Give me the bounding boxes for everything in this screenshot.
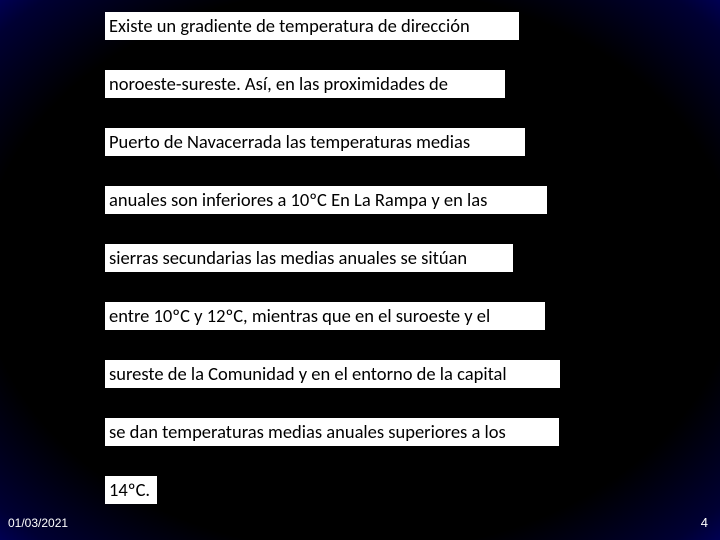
- slide-line-8: se dan temperaturas medias anuales super…: [105, 418, 559, 446]
- slide-line-2: noroeste-sureste. Así, en las proximidad…: [105, 70, 505, 98]
- slide-line-5: sierras secundarias las medias anuales s…: [105, 244, 513, 272]
- footer-date: 01/03/2021: [8, 516, 68, 530]
- slide-line-1: Existe un gradiente de temperatura de di…: [105, 12, 519, 40]
- slide-line-3: Puerto de Navacerrada las temperaturas m…: [105, 128, 525, 156]
- slide-line-4: anuales son inferiores a 10ºC En La Ramp…: [105, 186, 547, 214]
- footer-page-number: 4: [701, 515, 708, 530]
- slide-line-6: entre 10ºC y 12ºC, mientras que en el su…: [105, 302, 545, 330]
- slide-line-9: 14ºC.: [105, 476, 157, 504]
- slide-line-7: sureste de la Comunidad y en el entorno …: [105, 360, 560, 388]
